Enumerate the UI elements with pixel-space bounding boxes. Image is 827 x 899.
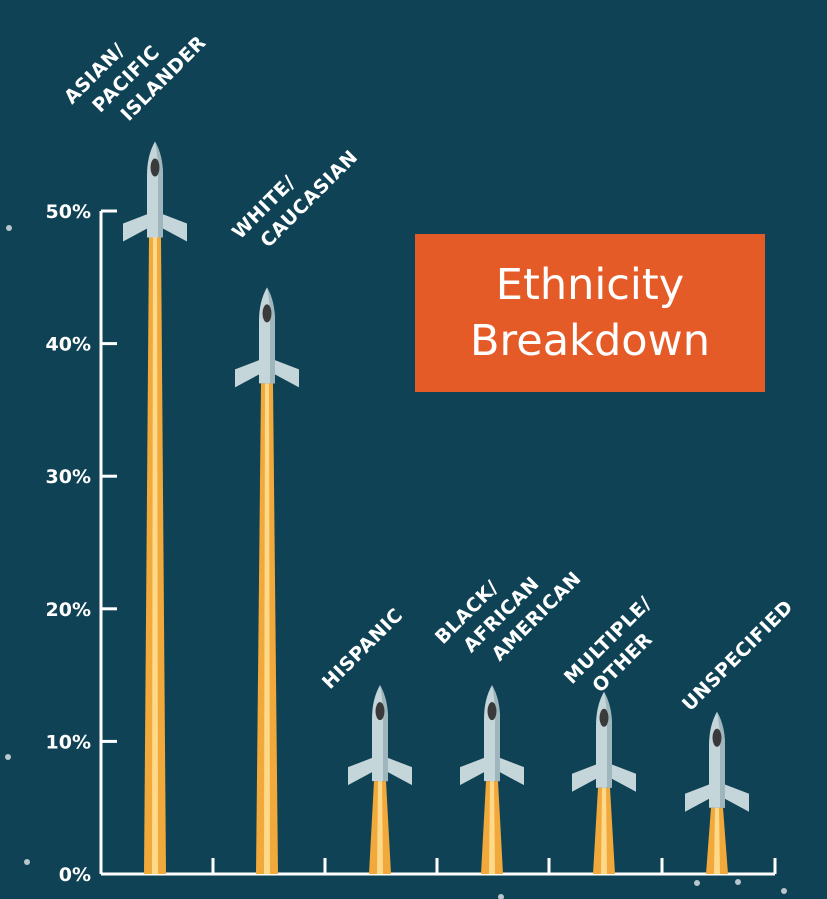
rocket-window bbox=[712, 728, 722, 747]
rocket-fin-right bbox=[161, 213, 187, 242]
rocket-bar bbox=[460, 685, 524, 874]
category-label-line: UNSPECIFIED bbox=[678, 596, 798, 716]
category-label: MULTIPLE/OTHER bbox=[560, 593, 657, 697]
rocket-icon bbox=[685, 711, 749, 812]
y-tick-label: 20% bbox=[46, 599, 91, 621]
category-label-line: HISPANIC bbox=[318, 604, 407, 693]
exhaust-core bbox=[377, 781, 383, 874]
rocket-fin-left bbox=[123, 213, 149, 242]
rocket-fin-left bbox=[235, 359, 261, 388]
rocket-bars bbox=[123, 141, 749, 874]
chart-title-box: Ethnicity Breakdown bbox=[415, 234, 765, 392]
star bbox=[5, 754, 11, 760]
rocket-body-shade bbox=[155, 141, 163, 238]
category-label: HISPANIC bbox=[318, 604, 407, 693]
rocket-bar bbox=[348, 685, 412, 874]
rocket-fin-right bbox=[723, 783, 749, 812]
rocket-fin-left bbox=[460, 757, 486, 786]
rocket-icon bbox=[235, 287, 299, 388]
rocket-window bbox=[487, 702, 497, 721]
rocket-body-shade bbox=[492, 685, 500, 782]
rocket-fin-right bbox=[386, 757, 412, 786]
star bbox=[498, 894, 504, 899]
star bbox=[24, 859, 30, 865]
rocket-body-shade bbox=[604, 691, 612, 788]
rocket-body-shade bbox=[267, 287, 275, 384]
rocket-icon bbox=[123, 141, 187, 242]
rocket-icon bbox=[460, 685, 524, 786]
star bbox=[6, 225, 12, 231]
rocket-window bbox=[150, 158, 160, 177]
chart-title-line2: Breakdown bbox=[470, 316, 710, 366]
star bbox=[694, 880, 700, 886]
rocket-fin-right bbox=[498, 757, 524, 786]
rocket-window bbox=[375, 702, 385, 721]
rocket-fin-left bbox=[348, 757, 374, 786]
y-axis: 0% 10% 20% 30% 40% 50% bbox=[46, 201, 777, 886]
rocket-fin-left bbox=[685, 783, 711, 812]
category-label: UNSPECIFIED bbox=[678, 596, 798, 716]
chart-title-line1: Ethnicity bbox=[495, 260, 685, 310]
rocket-bar bbox=[123, 141, 187, 874]
exhaust-core bbox=[601, 787, 607, 874]
y-tick-label: 50% bbox=[46, 201, 91, 223]
exhaust-core bbox=[714, 807, 720, 874]
rocket-window bbox=[262, 304, 272, 323]
rocket-bar bbox=[572, 691, 636, 874]
rocket-fin-right bbox=[610, 763, 636, 792]
background-stars bbox=[5, 225, 787, 899]
exhaust-core bbox=[152, 237, 158, 874]
rocket-body-shade bbox=[717, 711, 725, 808]
category-label: WHITE/CAUCASIAN bbox=[228, 146, 362, 252]
y-tick-label: 40% bbox=[46, 334, 91, 356]
rocket-fin-left bbox=[572, 763, 598, 792]
star bbox=[735, 879, 741, 885]
exhaust-core bbox=[264, 383, 270, 874]
y-tick-label: 30% bbox=[46, 466, 91, 488]
y-tick-label: 0% bbox=[59, 864, 91, 886]
star bbox=[781, 888, 787, 894]
rocket-icon bbox=[572, 691, 636, 792]
rocket-bar bbox=[685, 711, 749, 874]
rocket-window bbox=[599, 708, 609, 727]
rocket-body-shade bbox=[380, 685, 388, 782]
y-tick-label: 10% bbox=[46, 731, 91, 753]
rocket-fin-right bbox=[273, 359, 299, 388]
rocket-bar bbox=[235, 287, 299, 874]
exhaust-core bbox=[489, 781, 495, 874]
rocket-icon bbox=[348, 685, 412, 786]
